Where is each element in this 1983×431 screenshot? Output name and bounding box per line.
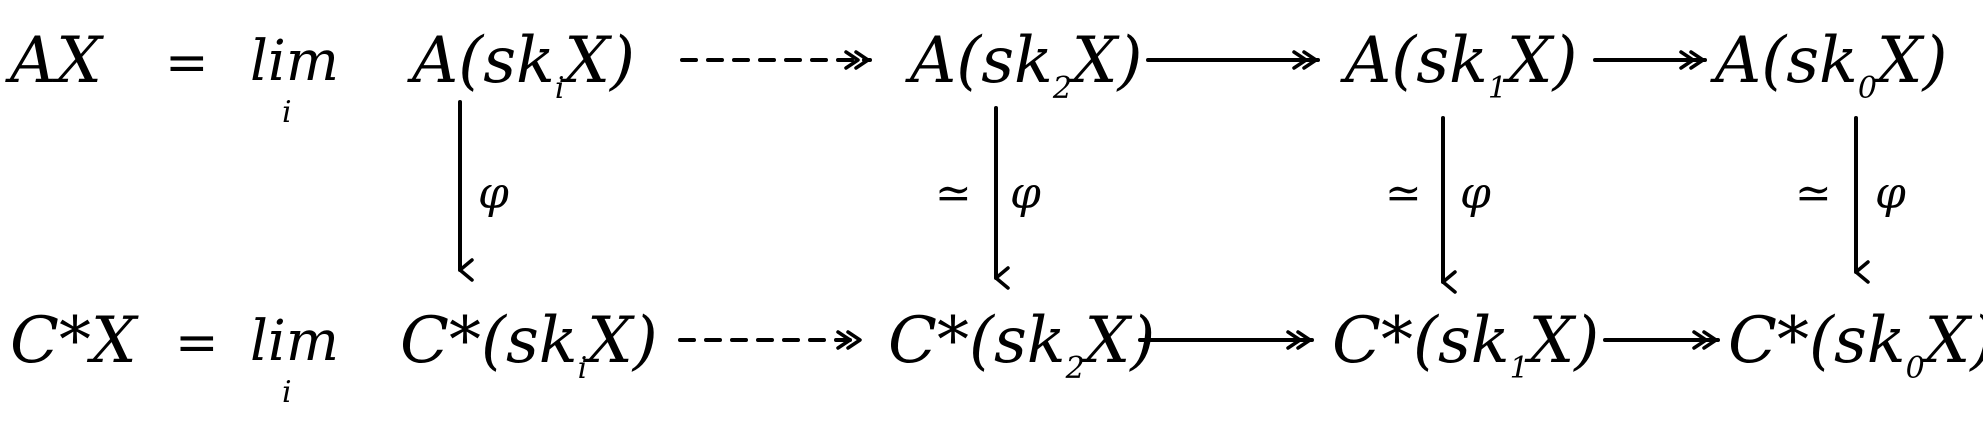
top-term-1: A(sk1X) (1340, 24, 1577, 106)
top-term-2: A(sk2X) (905, 24, 1142, 106)
top-equals: = (165, 33, 209, 93)
top-term-i-head: A(sk (407, 24, 555, 98)
vertical-iso-2: ≃ (935, 168, 972, 219)
bottom-term-i: C*(skiX) (400, 304, 658, 386)
bottom-term-i-head: C*(sk (400, 304, 578, 378)
svg-text:C*(sk1X): C*(sk1X) (1332, 304, 1599, 386)
bottom-term-0-tail: X) (1920, 304, 1983, 378)
bottom-term-2: C*(sk2X) (888, 304, 1155, 386)
top-row: AX = lim i A(skiX) A(sk2X) A(sk1X) A(sk0… (5, 24, 1947, 130)
top-term-0: A(sk0X) (1710, 24, 1947, 106)
top-term-1-sub: 1 (1488, 71, 1507, 106)
bottom-term-2-sub: 2 (1065, 351, 1085, 386)
bottom-row: C*X = lim i C*(skiX) C*(sk2X) C*(sk1X) C… (10, 304, 1983, 410)
bottom-term-1-tail: X) (1524, 304, 1600, 378)
bottom-lim-index: i (282, 375, 292, 410)
top-term-1-tail: X) (1502, 24, 1578, 98)
vertical-maps: φ φ ≃ φ ≃ φ ≃ (458, 100, 1906, 294)
top-term-i-sub: i (555, 71, 565, 106)
top-term-2-sub: 2 (1052, 71, 1072, 106)
top-lim-index: i (282, 95, 292, 130)
svg-text:C*(sk0X): C*(sk0X) (1728, 304, 1983, 386)
top-term-2-tail: X) (1067, 24, 1143, 98)
bottom-equals: = (175, 313, 219, 373)
bottom-lim: lim (250, 309, 339, 374)
bottom-term-0: C*(sk0X) (1728, 304, 1983, 386)
top-term-0-sub: 0 (1858, 71, 1877, 106)
top-lhs: AX (5, 24, 104, 98)
top-term-1-head: A(sk (1340, 24, 1488, 98)
vertical-label-0: φ (1875, 168, 1906, 219)
bottom-term-1: C*(sk1X) (1332, 304, 1599, 386)
top-term-i-tail: X) (559, 24, 635, 98)
bottom-term-0-sub: 0 (1906, 351, 1925, 386)
vertical-label-2: φ (1010, 168, 1041, 219)
bottom-lhs: C*X (10, 304, 139, 378)
vertical-label-i: φ (478, 168, 509, 219)
top-term-2-head: A(sk (905, 24, 1053, 98)
svg-text:A(skiX): A(skiX) (407, 24, 635, 106)
svg-text:C*(skiX): C*(skiX) (400, 304, 658, 386)
bottom-term-0-head: C*(sk (1728, 304, 1906, 378)
bottom-term-i-tail: X) (582, 304, 658, 378)
svg-text:C*(sk2X): C*(sk2X) (888, 304, 1155, 386)
bottom-term-1-head: C*(sk (1332, 304, 1510, 378)
top-term-0-head: A(sk (1710, 24, 1858, 98)
top-term-0-tail: X) (1872, 24, 1948, 98)
bottom-term-1-sub: 1 (1510, 351, 1529, 386)
vertical-label-1: φ (1460, 168, 1491, 219)
svg-text:A(sk0X): A(sk0X) (1710, 24, 1947, 106)
vertical-iso-0: ≃ (1795, 168, 1832, 219)
vertical-iso-1: ≃ (1385, 168, 1422, 219)
svg-text:A(sk1X): A(sk1X) (1340, 24, 1577, 106)
top-lim: lim (250, 29, 339, 94)
bottom-term-i-sub: i (578, 351, 588, 386)
top-term-i: A(skiX) (407, 24, 635, 106)
svg-text:A(sk2X): A(sk2X) (905, 24, 1142, 106)
bottom-term-2-head: C*(sk (888, 304, 1066, 378)
